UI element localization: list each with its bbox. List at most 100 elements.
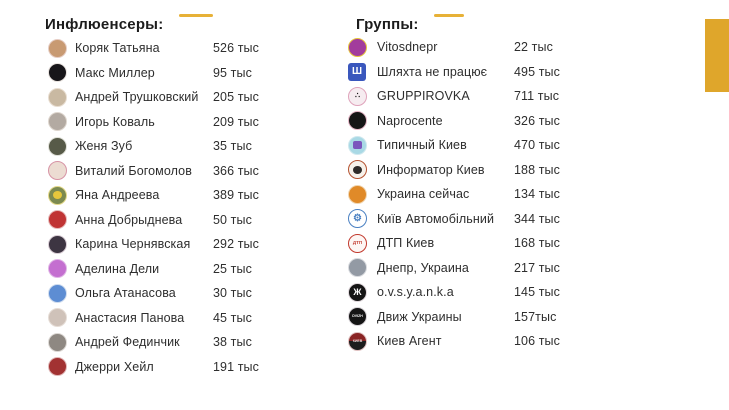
avatar [48, 210, 67, 230]
avatar [348, 37, 367, 57]
item-name: Виталий Богомолов [75, 163, 192, 178]
accent-side-bar [705, 19, 729, 92]
list-item: ⚙ Київ Автомобільний 344 тыс [348, 207, 560, 232]
list-item: ДТП ДТП Киев 168 тыс [348, 231, 560, 256]
item-name: Ольга Атанасова [75, 286, 176, 301]
list-item: Ш Шляхта не працює 495 тыс [348, 60, 560, 85]
item-count: 95 тыс [213, 65, 252, 80]
list-item: Днепр, Украина 217 тыс [348, 256, 560, 281]
item-count: 366 тыс [213, 163, 259, 178]
item-name: Шляхта не працює [377, 64, 488, 79]
item-name: Макс Миллер [75, 65, 155, 80]
item-count: 495 тыс [514, 64, 560, 79]
list-item: Макс Миллер 95 тыс [48, 61, 259, 86]
avatar [348, 160, 367, 180]
groups-list: Vitosdnepr 22 тыс Ш Шляхта не працює 495 тыс… [348, 35, 560, 354]
avatar [348, 258, 367, 278]
item-count: 30 тыс [213, 286, 252, 301]
avatar [48, 161, 67, 181]
item-count: 106 тыс [514, 334, 560, 349]
groups-title: Группы: [356, 16, 419, 33]
item-count: 25 тыс [213, 261, 252, 276]
list-item: Vitosdnepr 22 тыс [348, 35, 560, 60]
item-name: Информатор Киев [377, 162, 485, 177]
item-count: 38 тыс [213, 335, 252, 350]
avatar [48, 308, 67, 328]
avatar: ⚙ [348, 209, 367, 229]
list-item: Андрей Трушковский 205 тыс [48, 85, 259, 110]
item-name: Типичный Киев [377, 138, 467, 153]
avatar [348, 135, 367, 155]
avatar [48, 38, 67, 58]
item-name: GRUPPIROVKA [377, 89, 470, 104]
avatar [48, 87, 67, 107]
item-count: 157тыс [514, 309, 557, 324]
list-item: Анна Добрыднева 50 тыс [48, 208, 259, 233]
item-name: Аделина Дели [75, 261, 160, 276]
item-count: 205 тыс [213, 90, 259, 105]
avatar-inner-mark [53, 191, 62, 200]
item-count: 168 тыс [514, 236, 560, 251]
influencers-list: Коряк Татьяна 526 тыс Макс Миллер 95 тыс Анд… [48, 36, 259, 379]
item-name: Naprocente [377, 113, 443, 128]
item-count: 344 тыс [514, 211, 560, 226]
item-name: Коряк Татьяна [75, 41, 160, 56]
item-name: Андрей Трушковский [75, 90, 199, 105]
avatar [48, 332, 67, 352]
item-count: 470 тыс [514, 138, 560, 153]
list-item: Naprocente 326 тыс [348, 109, 560, 134]
accent-dash-right [434, 14, 464, 17]
item-count: 326 тыс [514, 113, 560, 128]
item-count: 188 тыс [514, 162, 560, 177]
avatar: Ш [348, 62, 366, 81]
influencers-title: Инфлюенсеры: [45, 16, 164, 33]
item-count: 217 тыс [514, 260, 560, 275]
avatar: Ж [348, 282, 367, 302]
item-name: Украина сейчас [377, 187, 470, 202]
item-name: o.v.s.y.a.n.k.a [377, 285, 454, 300]
item-name: Анастасия Панова [75, 310, 185, 325]
list-item: Женя Зуб 35 тыс [48, 134, 259, 159]
item-count: 134 тыс [514, 187, 560, 202]
item-count: 292 тыс [213, 237, 259, 252]
list-item: Виталий Богомолов 366 тыс [48, 159, 259, 184]
avatar [348, 184, 367, 204]
item-count: 22 тыс [514, 40, 553, 55]
list-item: Ольга Атанасова 30 тыс [48, 281, 259, 306]
list-item: Информатор Киев 188 тыс [348, 158, 560, 183]
accent-dash-left [179, 14, 213, 17]
avatar: DVIZH [348, 307, 367, 327]
item-name: Днепр, Украина [377, 260, 469, 275]
item-name: Карина Чернявская [75, 237, 191, 252]
list-item: Коряк Татьяна 526 тыс [48, 36, 259, 61]
avatar-inner-mark [353, 141, 362, 150]
item-count: 45 тыс [213, 310, 252, 325]
item-count: 526 тыс [213, 41, 259, 56]
list-item: DVIZH Движ Украины 157тыс [348, 305, 560, 330]
item-name: Женя Зуб [75, 139, 133, 154]
item-name: Яна Андреева [75, 188, 160, 203]
list-item: КИЕВ Киев Агент 106 тыс [348, 329, 560, 354]
list-item: Карина Чернявская 292 тыс [48, 232, 259, 257]
list-item: Анастасия Панова 45 тыс [48, 306, 259, 331]
list-item: Джерри Хейл 191 тыс [48, 355, 259, 380]
avatar [48, 112, 67, 132]
item-name: Игорь Коваль [75, 114, 155, 129]
list-item: Типичный Киев 470 тыс [348, 133, 560, 158]
item-name: Джерри Хейл [75, 359, 154, 374]
avatar [48, 357, 67, 377]
avatar [48, 259, 67, 279]
item-name: Vitosdnepr [377, 40, 438, 55]
item-count: 209 тыс [213, 114, 259, 129]
avatar [48, 63, 67, 83]
item-count: 389 тыс [213, 188, 259, 203]
list-item: Яна Андреева 389 тыс [48, 183, 259, 208]
list-item: Аделина Дели 25 тыс [48, 257, 259, 282]
avatar [48, 136, 67, 156]
avatar [348, 111, 367, 131]
avatar [48, 234, 67, 254]
item-count: 50 тыс [213, 212, 252, 227]
item-count: 191 тыс [213, 359, 259, 374]
item-name: Анна Добрыднева [75, 212, 183, 227]
